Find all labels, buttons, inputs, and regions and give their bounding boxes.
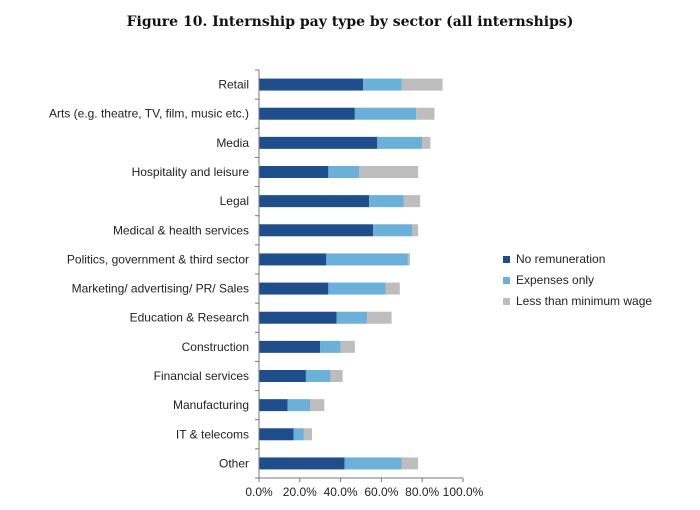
legend-label: Less than minimum wage: [516, 294, 652, 308]
category-labels: Retail Arts (e.g. theatre, TV, film, musi…: [49, 78, 249, 471]
bar-3-3: [422, 136, 431, 149]
bar-3-2: [416, 107, 435, 120]
category-label: Legal: [220, 194, 249, 208]
bar-2-2: [354, 107, 417, 120]
bar-2-8: [328, 282, 386, 295]
bar-1-11: [259, 370, 306, 382]
bar-1-14: [259, 457, 345, 470]
bar-3-5: [403, 195, 421, 208]
category-label: Other: [219, 456, 249, 470]
bar-3-1: [401, 78, 443, 91]
category-label: Arts (e.g. theatre, TV, film, music etc.…: [49, 107, 249, 121]
category-label: Education & Research: [130, 311, 249, 325]
bar-2-11: [305, 370, 331, 382]
bar-3-14: [401, 457, 419, 470]
bar-3-12: [310, 399, 325, 412]
bar-1-6: [259, 224, 374, 237]
bar-2-9: [336, 311, 368, 324]
bar-2-7: [326, 253, 408, 266]
bar-3-6: [412, 224, 419, 237]
category-label: Manufacturing: [173, 398, 249, 412]
category-label: Financial services: [154, 369, 249, 383]
x-tick-label: 80.0%: [405, 485, 439, 499]
legend-swatch: [503, 256, 510, 263]
category-label: Politics, government & third sector: [67, 252, 249, 266]
bar-1-1: [259, 78, 364, 91]
bar-2-10: [320, 340, 341, 353]
category-label: Construction: [182, 340, 249, 354]
bar-2-12: [287, 399, 310, 412]
bar-2-13: [293, 428, 304, 441]
bar-1-3: [259, 136, 378, 149]
bar-3-8: [385, 282, 400, 295]
category-label: Retail: [218, 78, 249, 92]
bar-2-5: [369, 195, 404, 208]
chart-title: Figure 10. Internship pay type by sector…: [126, 14, 574, 30]
legend-swatch: [503, 277, 510, 284]
bar-3-13: [303, 428, 313, 441]
x-tick-label: 60.0%: [364, 485, 398, 499]
legend-label: No remuneration: [516, 252, 605, 266]
bar-2-14: [344, 457, 402, 470]
x-tick-label: 0.0%: [245, 485, 273, 499]
bar-1-13: [259, 428, 294, 441]
legend: No remuneration Expenses only Less than mi…: [503, 252, 652, 308]
bars-group: [259, 78, 443, 470]
bar-1-7: [259, 253, 327, 266]
legend-label: Expenses only: [516, 273, 594, 287]
category-label: Hospitality and leisure: [132, 165, 250, 179]
x-tick-label: 20.0%: [283, 485, 317, 499]
bar-3-11: [330, 370, 343, 382]
bar-1-10: [259, 340, 321, 353]
x-axis: 0.0% 20.0% 40.0% 60.0% 80.0% 100.0%: [245, 69, 484, 499]
legend-swatch: [503, 298, 510, 305]
bar-2-6: [373, 224, 412, 237]
category-label: Medical & health services: [113, 223, 249, 237]
bar-1-5: [259, 195, 370, 208]
bar-3-7: [407, 253, 410, 266]
x-tick-label: 40.0%: [324, 485, 358, 499]
category-label: IT & telecoms: [176, 427, 249, 441]
bar-1-2: [259, 107, 355, 120]
bar-3-9: [367, 311, 392, 324]
category-label: Media: [216, 136, 249, 150]
bar-2-1: [363, 78, 402, 91]
category-label: Marketing/ advertising/ PR/ Sales: [72, 282, 249, 296]
bar-1-4: [259, 166, 329, 178]
bar-3-4: [358, 166, 419, 178]
bar-1-9: [259, 311, 337, 324]
bar-3-10: [340, 340, 355, 353]
bar-1-8: [259, 282, 329, 295]
x-tick-label: 100.0%: [443, 485, 484, 499]
bar-1-12: [259, 399, 288, 412]
bar-2-3: [377, 136, 423, 149]
bar-2-4: [328, 166, 359, 178]
